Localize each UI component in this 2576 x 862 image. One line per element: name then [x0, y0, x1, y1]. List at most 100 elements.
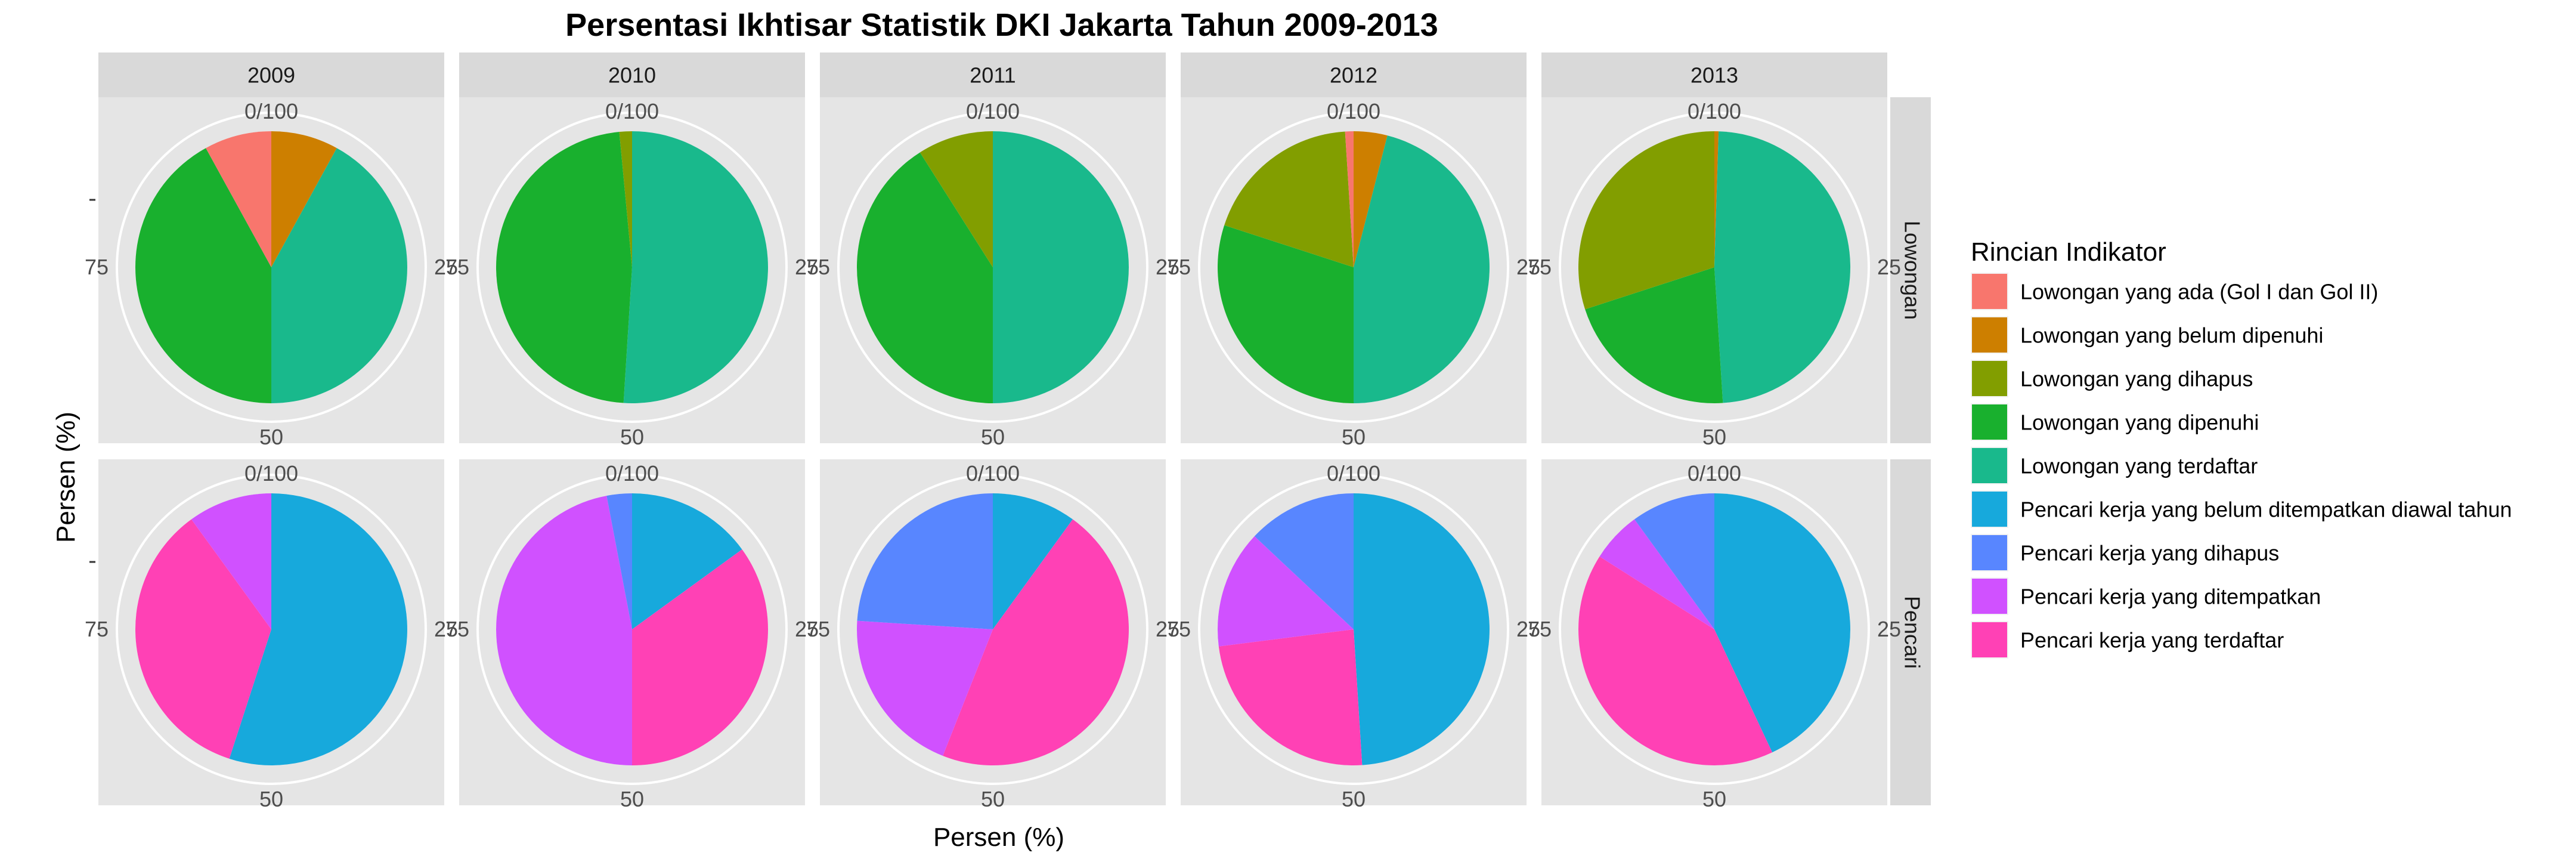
angle-tick-label: 0/100 [605, 461, 659, 486]
pie-slice [1714, 131, 1851, 403]
pie-slice [271, 148, 408, 403]
pie-slice [857, 493, 993, 629]
angle-tick-label: 75 [1528, 255, 1552, 279]
legend-swatch [1972, 317, 2007, 353]
legend-label: Pencari kerja yang ditempatkan [2020, 585, 2321, 609]
angle-tick-label: 75 [1528, 617, 1552, 641]
grid-ring [1559, 112, 1870, 423]
strip-top: 2012 [1181, 52, 1527, 97]
pie-panel: 0/100 25 50 75 [85, 459, 458, 811]
legend-item: Pencari kerja yang ditempatkan [1971, 577, 2321, 615]
x-axis-title: Persen (%) [933, 823, 1064, 852]
legend-label: Lowongan yang dipenuhi [2020, 410, 2259, 435]
pie-slice [943, 519, 1129, 766]
pie-slice [919, 131, 993, 267]
pie-panel: 0/100 25 50 75 [85, 97, 458, 449]
pie-slice [1217, 225, 1354, 404]
angle-tick-label: 25 [434, 617, 458, 641]
legend-label: Pencari kerja yang belum ditempatkan dia… [2020, 498, 2512, 522]
strip-top: 2013 [1541, 52, 1887, 97]
angle-tick-label: 25 [1877, 255, 1901, 279]
pie-slice [135, 519, 271, 759]
angle-tick-label: 50 [259, 787, 283, 811]
legend-swatch [1972, 535, 2007, 570]
grid-ring [1198, 474, 1509, 785]
pie-slice [632, 493, 742, 629]
grid-ring [837, 112, 1148, 423]
pie-slice [1224, 131, 1354, 267]
legend-title: Rincian Indikator [1971, 237, 2166, 267]
angle-tick-label: 25 [795, 617, 819, 641]
grid-ring [837, 474, 1148, 785]
angle-tick-label: 75 [445, 617, 469, 641]
pie-panel: 0/100 25 50 75 [1167, 97, 1540, 449]
pie-slice [1354, 135, 1490, 403]
legend-label: Pencari kerja yang terdaftar [2020, 628, 2284, 653]
strip-label: 2011 [970, 63, 1015, 88]
pie-panel: 0/100 25 50 75 [806, 459, 1179, 811]
legend-item: Lowongan yang terdaftar [1971, 447, 2258, 484]
pie-slice [1599, 519, 1714, 629]
y-axis-title: Persen (%) [51, 412, 80, 543]
pie-slice [135, 148, 271, 403]
legend-label: Pencari kerja yang dihapus [2020, 541, 2279, 566]
pie-slice [1578, 556, 1773, 766]
grid-ring [1198, 112, 1509, 423]
strip-label: 2010 [608, 63, 656, 88]
strip-top: 2010 [459, 52, 805, 97]
legend-item: Lowongan yang dihapus [1971, 360, 2253, 397]
legend-item: Pencari kerja yang terdaftar [1971, 621, 2284, 659]
angle-tick-label: 25 [1516, 617, 1540, 641]
legend-swatch [1972, 361, 2007, 396]
pie-panel: 0/100 25 50 75 [1528, 459, 1901, 811]
angle-tick-label: 50 [1702, 787, 1726, 811]
angle-tick-label: 25 [1156, 617, 1179, 641]
legend-swatch [1972, 622, 2007, 657]
angle-tick-label: 75 [85, 617, 109, 641]
legend-label: Lowongan yang terdaftar [2020, 454, 2258, 478]
pie-slice [191, 493, 271, 629]
pie-slice [856, 152, 993, 404]
strip-top: 2009 [98, 52, 444, 97]
angle-tick-label: 0/100 [1327, 461, 1380, 486]
angle-tick-label: 0/100 [244, 461, 298, 486]
pie-slice [856, 620, 993, 756]
pie-slice [1714, 493, 1851, 753]
pie-slice [619, 131, 632, 267]
pie-slice [496, 132, 632, 403]
angle-tick-label: 75 [806, 255, 830, 279]
angle-tick-label: 50 [1342, 425, 1366, 449]
legend-swatch [1972, 579, 2007, 614]
angle-tick-label: 0/100 [1688, 461, 1741, 486]
pie-panel: 0/100 25 50 75 [1528, 97, 1901, 449]
angle-tick-label: 75 [85, 255, 109, 279]
angle-tick-label: 0/100 [966, 99, 1020, 123]
pie-slice [1345, 131, 1354, 267]
grid-ring [476, 112, 788, 423]
legend-swatch [1972, 448, 2007, 483]
strip-right: Pencari [1890, 459, 1931, 805]
pie-slice [229, 493, 407, 765]
angle-tick-label: 50 [1702, 425, 1726, 449]
pie-slice [1218, 536, 1354, 647]
angle-tick-label: 0/100 [605, 99, 659, 123]
strip-label: 2012 [1330, 63, 1377, 88]
angle-tick-label: 25 [1516, 255, 1540, 279]
pie-slice [623, 131, 768, 403]
angle-tick-label: 25 [795, 255, 819, 279]
strip-right: Lowongan [1890, 97, 1931, 443]
pie-slice [606, 493, 632, 629]
legend-item: Lowongan yang belum dipenuhi [1971, 316, 2323, 354]
grid-ring [476, 474, 788, 785]
legend-item: Lowongan yang ada (Gol I dan Gol II) [1971, 273, 2378, 310]
legend-label: Lowongan yang ada (Gol I dan Gol II) [2020, 280, 2378, 304]
angle-tick-label: 0/100 [244, 99, 298, 123]
angle-tick-label: 75 [1167, 617, 1191, 641]
angle-tick-label: 0/100 [1688, 99, 1741, 123]
pie-slice [1354, 493, 1490, 765]
pie-slice [1585, 267, 1723, 404]
legend-item: Pencari kerja yang belum ditempatkan dia… [1971, 490, 2512, 528]
angle-tick-label: 50 [981, 425, 1005, 449]
